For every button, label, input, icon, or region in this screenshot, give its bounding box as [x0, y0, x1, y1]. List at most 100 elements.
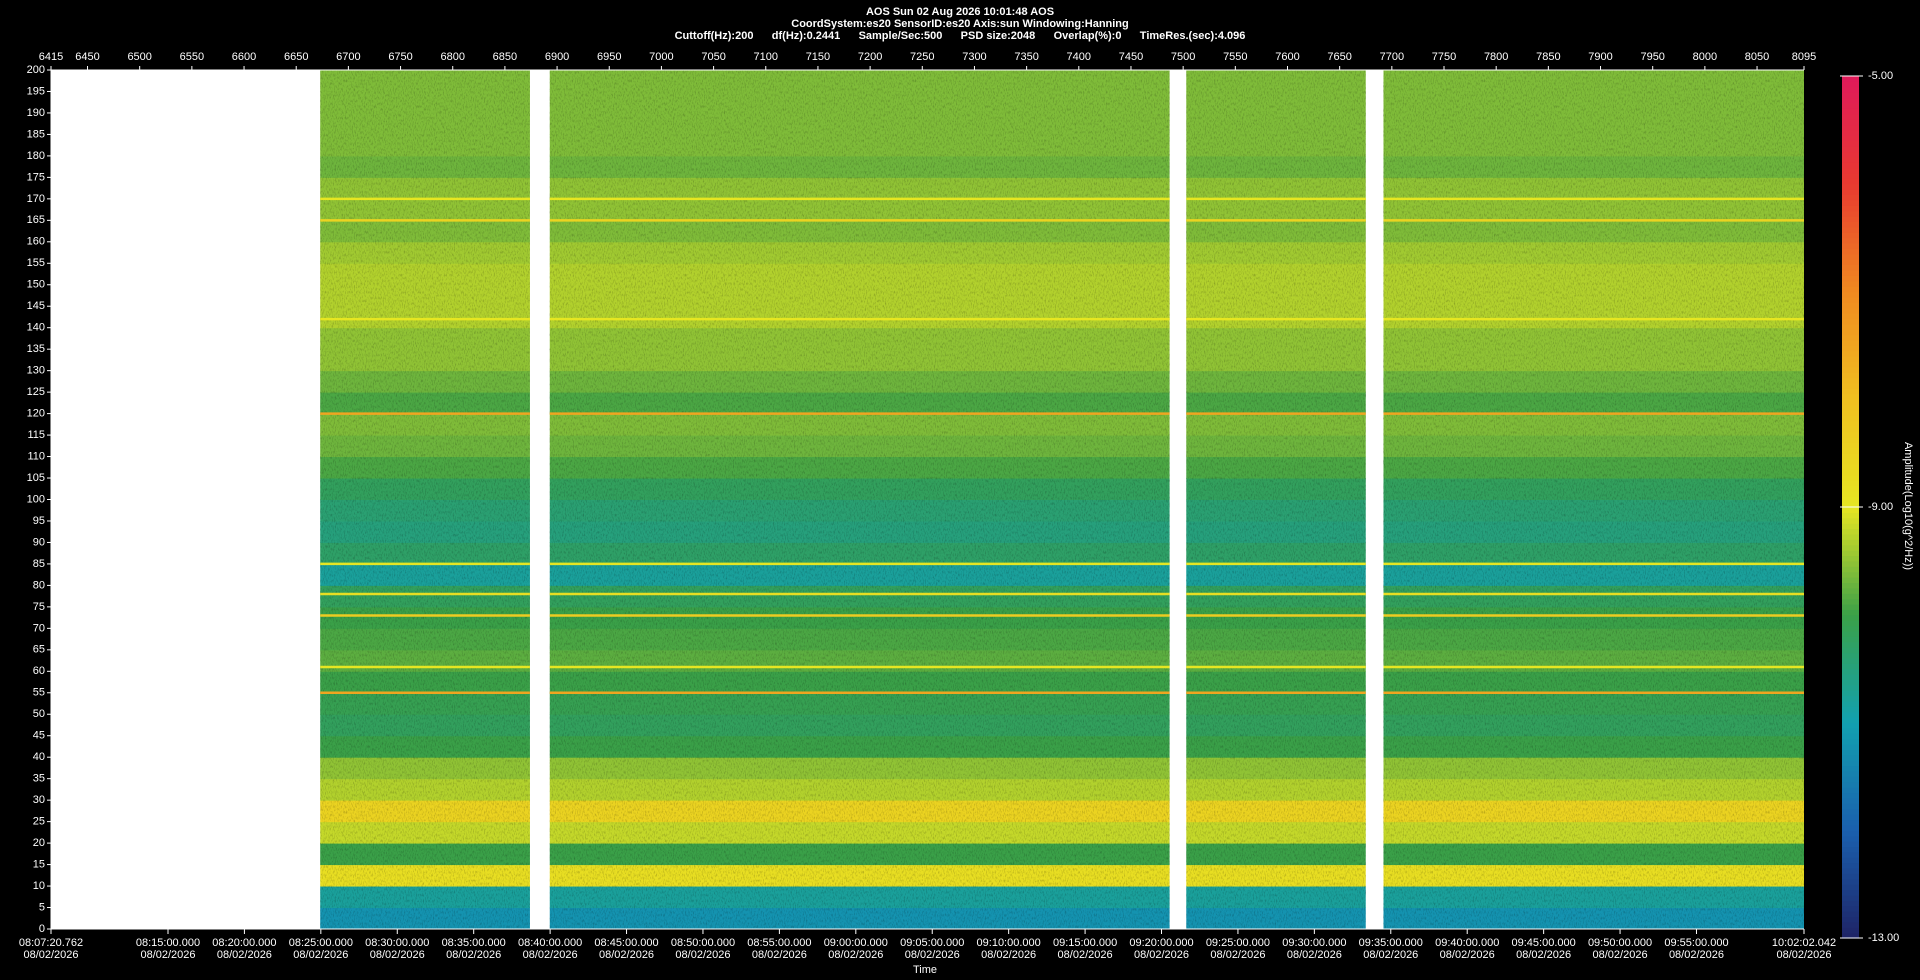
colorbar-step — [1842, 393, 1859, 400]
y-tick-label: 20 — [33, 837, 45, 849]
x-top-tick-label: 8000 — [1693, 51, 1717, 63]
colorbar-step — [1842, 431, 1859, 438]
y-tick-label: 65 — [33, 644, 45, 656]
x-top-tick-label: 7900 — [1588, 51, 1612, 63]
colorbar-step — [1842, 512, 1859, 519]
x-bottom-tick-date: 08/02/2026 — [23, 949, 78, 961]
colorbar-step — [1842, 313, 1859, 320]
x-top-tick-label: 7800 — [1484, 51, 1508, 63]
noise — [1186, 70, 1366, 929]
y-tick-label: 170 — [27, 193, 45, 205]
colorbar-step — [1842, 905, 1859, 912]
colorbar-step — [1842, 420, 1859, 427]
x-bottom-tick-label: 08:15:00.000 — [136, 937, 200, 949]
x-bottom-tick-label: 09:00:00.000 — [824, 937, 888, 949]
y-tick-label: 115 — [27, 429, 45, 441]
colorbar-step — [1842, 76, 1859, 82]
y-tick-label: 195 — [27, 85, 45, 97]
colorbar-tick-label: -9.00 — [1868, 501, 1893, 513]
colorbar-step — [1842, 754, 1859, 761]
x-bottom-tick-label: 09:10:00.000 — [977, 937, 1041, 949]
x-bottom-tick-label: 09:55:00.000 — [1664, 937, 1728, 949]
colorbar-label: Amplitude(Log10(g^2/Hz)) — [1902, 442, 1914, 570]
colorbar-step — [1842, 776, 1859, 783]
colorbar-step — [1842, 690, 1859, 697]
y-tick-label: 40 — [33, 751, 45, 763]
y-tick-label: 190 — [27, 107, 45, 119]
x-top-tick-label: 6650 — [284, 51, 308, 63]
x-bottom-tick-date: 08/02/2026 — [1440, 949, 1495, 961]
x-bottom-tick-date: 08/02/2026 — [828, 949, 883, 961]
colorbar-step — [1842, 436, 1859, 443]
x-top-tick-label: 7150 — [806, 51, 830, 63]
colorbar-step — [1842, 334, 1859, 341]
x-top-tick-label: 8050 — [1745, 51, 1769, 63]
y-tick-label: 15 — [33, 858, 45, 870]
colorbar-step — [1842, 194, 1859, 201]
colorbar-step — [1842, 814, 1859, 821]
x-bottom-tick-date: 08/02/2026 — [1287, 949, 1342, 961]
y-tick-label: 125 — [27, 386, 45, 398]
colorbar-step — [1842, 318, 1859, 325]
x-bottom-tick-date: 08/02/2026 — [1593, 949, 1648, 961]
colorbar-step — [1842, 226, 1859, 233]
colorbar-step — [1842, 560, 1859, 567]
colorbar-step — [1842, 652, 1859, 659]
y-tick-label: 175 — [27, 171, 45, 183]
colorbar-step — [1842, 146, 1859, 153]
y-tick-label: 50 — [33, 708, 45, 720]
x-top-tick-label: 7850 — [1536, 51, 1560, 63]
colorbar-step — [1842, 749, 1859, 756]
colorbar-step — [1842, 339, 1859, 346]
noise — [549, 70, 1170, 929]
colorbar-step — [1842, 442, 1859, 449]
colorbar-step — [1842, 528, 1859, 535]
x-top-tick-label: 7000 — [649, 51, 673, 63]
x-bottom-tick-label: 09:30:00.000 — [1282, 937, 1346, 949]
y-tick-label: 25 — [33, 816, 45, 828]
colorbar-step — [1842, 507, 1859, 513]
y-tick-label: 200 — [27, 64, 45, 76]
colorbar-step — [1842, 803, 1859, 810]
colorbar-step — [1842, 744, 1859, 751]
colorbar-step — [1842, 819, 1859, 826]
x-bottom-tick-date: 08/02/2026 — [1363, 949, 1418, 961]
x-bottom-tick-date: 08/02/2026 — [599, 949, 654, 961]
colorbar-step — [1842, 113, 1859, 120]
colorbar-step — [1842, 280, 1859, 287]
x-bottom-tick-date: 08/02/2026 — [1516, 949, 1571, 961]
y-tick-label: 75 — [33, 601, 45, 613]
colorbar-step — [1842, 523, 1859, 530]
colorbar-step — [1842, 878, 1859, 885]
colorbar-step — [1842, 841, 1859, 848]
colorbar-step — [1842, 695, 1859, 702]
x-bottom-tick-label: 08:07:20.762 — [19, 937, 83, 949]
colorbar-step — [1842, 296, 1859, 303]
x-top-tick-label: 7050 — [701, 51, 725, 63]
colorbar-step — [1842, 630, 1859, 637]
y-tick-label: 60 — [33, 665, 45, 677]
colorbar-step — [1842, 566, 1859, 573]
colorbar-step — [1842, 302, 1859, 309]
colorbar-step — [1842, 609, 1859, 616]
x-bottom-tick-date: 08/02/2026 — [1669, 949, 1724, 961]
colorbar-step — [1842, 582, 1859, 589]
x-bottom-tick-label: 08:55:00.000 — [747, 937, 811, 949]
x-top-tick-label: 7600 — [1275, 51, 1299, 63]
x-top-tick-label: 6950 — [597, 51, 621, 63]
colorbar-step — [1842, 668, 1859, 675]
x-bottom-tick-label: 10:02:02.042 — [1772, 937, 1836, 949]
colorbar-step — [1842, 846, 1859, 853]
y-tick-label: 110 — [27, 450, 45, 462]
x-top-tick-label: 7250 — [910, 51, 934, 63]
x-top-tick-label: 7650 — [1327, 51, 1351, 63]
colorbar-step — [1842, 808, 1859, 815]
x-bottom-tick-label: 09:35:00.000 — [1359, 937, 1423, 949]
x-bottom-tick-date: 08/02/2026 — [446, 949, 501, 961]
y-tick-label: 55 — [33, 687, 45, 699]
colorbar-step — [1842, 657, 1859, 664]
colorbar-step — [1842, 140, 1859, 147]
colorbar-step — [1842, 172, 1859, 179]
colorbar-step — [1842, 636, 1859, 643]
x-bottom-tick-date: 08/02/2026 — [905, 949, 960, 961]
